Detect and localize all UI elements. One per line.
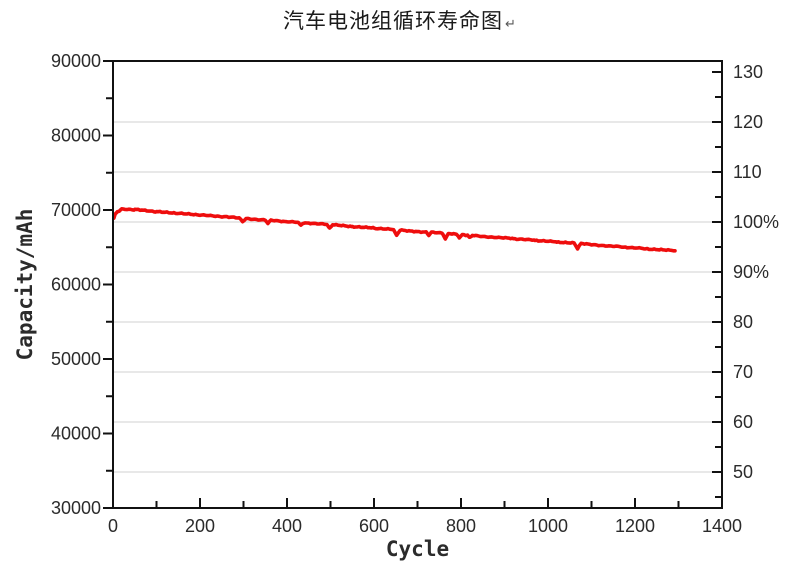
return-mark: ↵ [505,17,517,32]
chart-title: 汽车电池组循环寿命图 ↵ [0,5,800,35]
y-left-tick-label: 70000 [51,200,101,220]
y-left-tick-label: 80000 [51,126,101,146]
x-tick-label: 200 [185,516,215,536]
x-tick-label: 1000 [528,516,568,536]
y-left-tick-label: 90000 [51,51,101,71]
y-right-tick-label: 70 [733,362,753,382]
y-right-tick-label: 130 [733,62,763,82]
y-right-tick-label: 120 [733,112,763,132]
x-tick-label: 400 [272,516,302,536]
x-tick-label: 0 [108,516,118,536]
x-tick-label: 600 [359,516,389,536]
y-right-tick-label: 50 [733,462,753,482]
y-right-tick-label: 60 [733,412,753,432]
y-left-tick-label: 30000 [51,498,101,518]
x-tick-label: 1200 [615,516,655,536]
y-left-tick-label: 50000 [51,349,101,369]
x-axis-title: Cycle [386,537,449,561]
plot-frame [112,60,723,509]
x-tick-label: 800 [446,516,476,536]
x-tick-label: 1400 [702,516,742,536]
y-axis-title: Capacity/mAh [13,209,37,361]
y-right-tick-label: 80 [733,312,753,332]
y-right-tick-label: 100% [733,212,779,232]
y-right-tick-label: 90% [733,262,769,282]
chart-title-text: 汽车电池组循环寿命图 [283,9,504,33]
y-right-tick-label: 110 [733,162,762,182]
y-left-tick-label: 60000 [51,275,101,295]
y-left-tick-label: 40000 [51,424,101,444]
capacity-series-line [112,207,677,253]
